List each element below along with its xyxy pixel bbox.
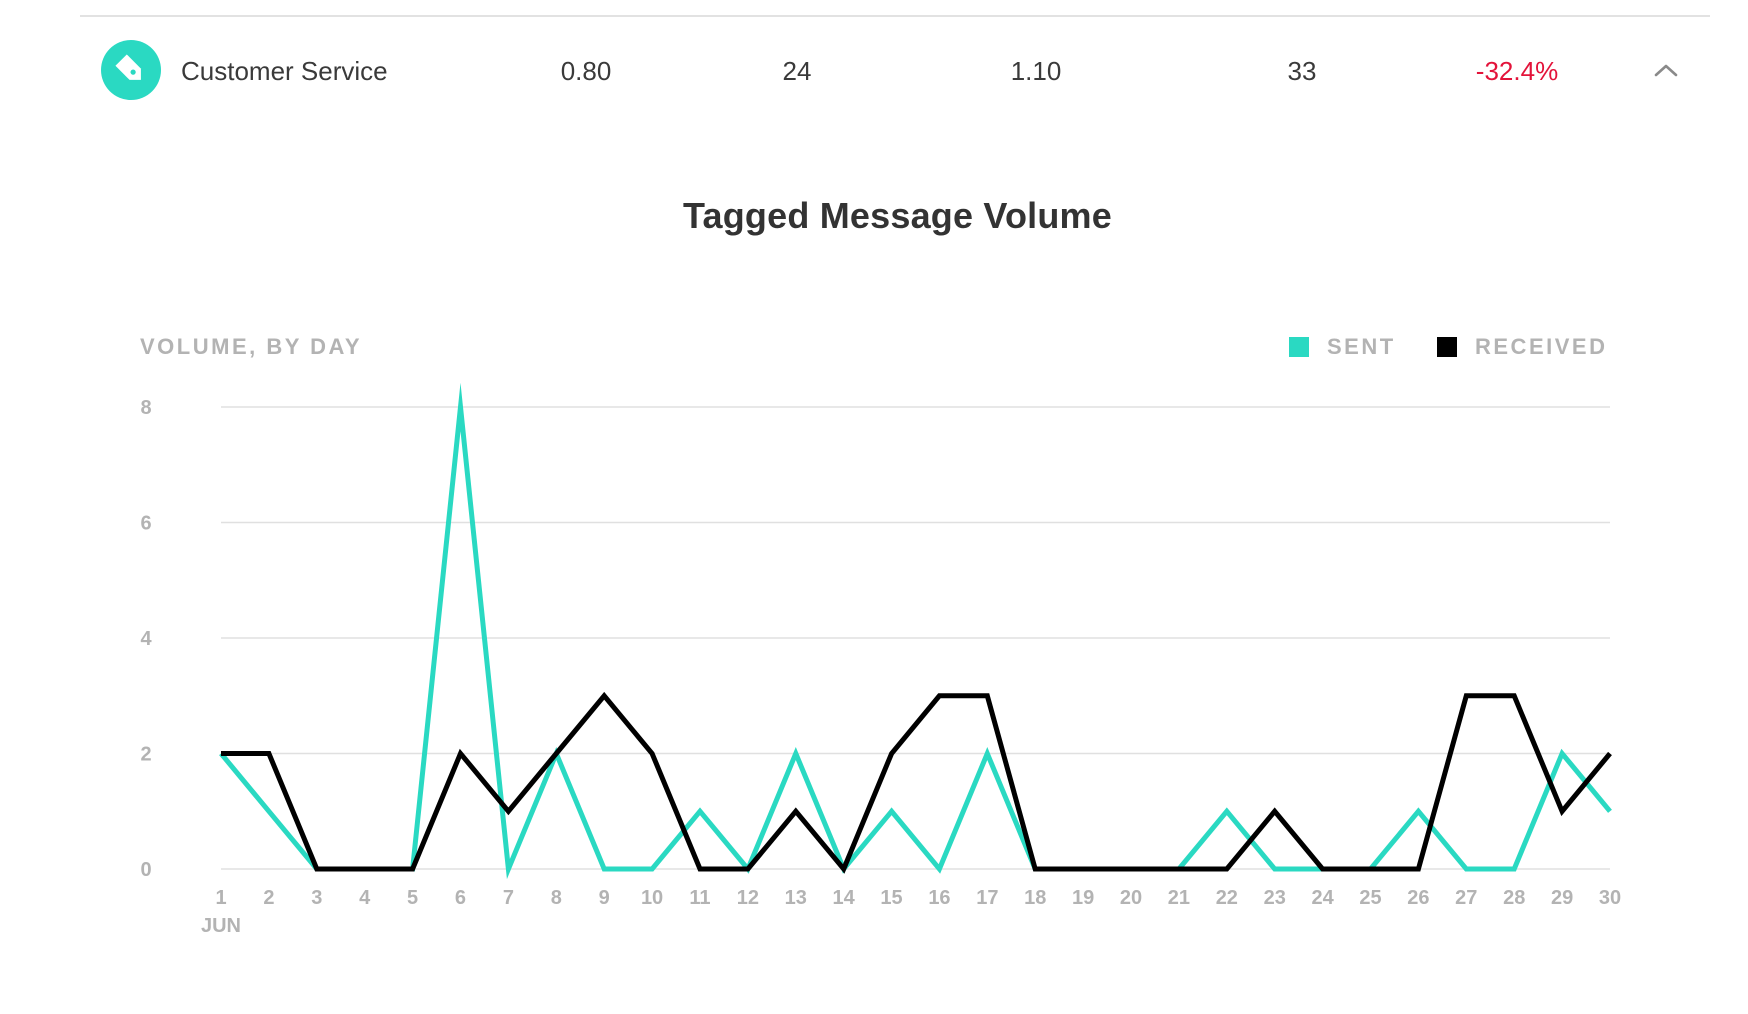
y-tick-label: 6	[140, 513, 151, 535]
top-divider	[80, 15, 1710, 17]
x-tick-label: 26	[1407, 887, 1429, 909]
x-tick-label: 29	[1551, 887, 1573, 909]
legend-swatch-sent	[1289, 337, 1309, 357]
legend-item-received: RECEIVED	[1437, 334, 1607, 360]
metric-value-4: 33	[1287, 56, 1317, 86]
y-tick-label: 8	[140, 397, 151, 419]
x-tick-label: 11	[689, 887, 710, 909]
legend-swatch-received	[1437, 337, 1457, 357]
metric-value-2: 24	[782, 56, 812, 86]
x-tick-label: 2	[263, 887, 274, 909]
x-tick-label: 16	[928, 887, 950, 909]
metric-value-3: 1.10	[1010, 56, 1062, 86]
x-tick-label: 27	[1455, 887, 1477, 909]
legend-label-received: RECEIVED	[1475, 334, 1608, 359]
x-tick-label: 7	[503, 887, 514, 909]
x-tick-label: 9	[599, 887, 610, 909]
x-tick-label: 28	[1503, 887, 1525, 909]
x-tick-label: 19	[1072, 887, 1094, 909]
y-tick-label: 4	[140, 628, 152, 650]
legend-label-sent: SENT	[1327, 334, 1396, 359]
x-tick-label: 15	[880, 887, 902, 909]
legend-item-sent: SENT	[1289, 334, 1396, 360]
y-axis-label: VOLUME, BY DAY	[140, 334, 363, 359]
x-tick-label: 24	[1311, 887, 1334, 909]
x-tick-label: 13	[785, 887, 807, 909]
x-month-label: JUN	[201, 915, 241, 937]
x-tick-label: 1	[215, 887, 226, 909]
metric-value-1: 0.80	[560, 56, 612, 86]
x-tick-label: 6	[455, 887, 466, 909]
x-tick-label: 22	[1216, 887, 1238, 909]
x-tick-label: 10	[641, 887, 663, 909]
tag-row-customer-service[interactable]: Customer Service 0.80 24 1.10 33 -32.4%	[0, 40, 1748, 114]
x-tick-label: 4	[359, 887, 371, 909]
x-tick-label: 14	[833, 887, 856, 909]
x-tick-label: 30	[1599, 887, 1621, 909]
change-percentage: -32.4%	[1475, 56, 1559, 86]
y-tick-label: 2	[140, 744, 151, 766]
series-line-sent	[219, 382, 1612, 880]
tag-name: Customer Service	[181, 56, 388, 86]
series-line-received	[221, 691, 1612, 874]
x-tick-label: 20	[1120, 887, 1142, 909]
chevron-up-icon[interactable]	[1652, 58, 1680, 82]
x-tick-label: 3	[311, 887, 322, 909]
y-tick-label: 0	[140, 859, 151, 881]
chart-title: Tagged Message Volume	[683, 195, 1112, 236]
x-tick-label: 12	[737, 887, 759, 909]
x-tick-label: 8	[551, 887, 562, 909]
x-tick-label: 21	[1168, 887, 1190, 909]
x-tick-label: 5	[407, 887, 418, 909]
x-tick-label: 23	[1264, 887, 1286, 909]
x-tick-label: 25	[1359, 887, 1381, 909]
tag-icon	[101, 40, 161, 100]
x-tick-label: 18	[1024, 887, 1046, 909]
x-tick-label: 17	[976, 887, 998, 909]
